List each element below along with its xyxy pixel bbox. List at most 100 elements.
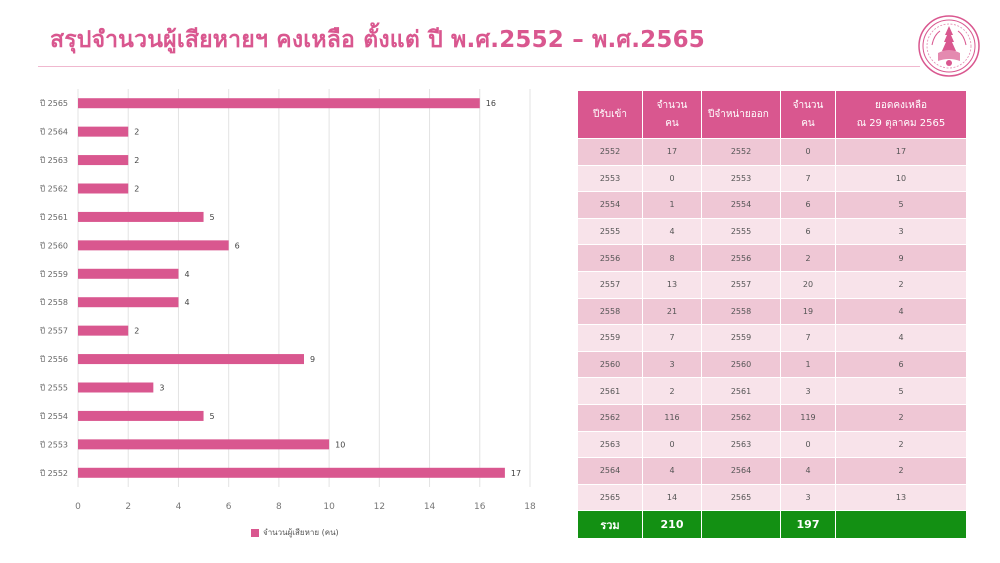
- chart-legend: จำนวนผู้เสียหาย (คน): [251, 526, 339, 539]
- cell-year-in: 2564: [577, 457, 643, 485]
- header-count-in: จำนวนคน: [642, 90, 702, 139]
- data-label: 16: [486, 99, 496, 108]
- header-count-out-line1: จำนวน: [792, 99, 824, 111]
- header-count-in-line1: จำนวน: [656, 99, 688, 111]
- cell-year-out: 2562: [701, 403, 781, 432]
- cell-remain: 6: [835, 350, 967, 379]
- total-empty-2: [835, 510, 967, 540]
- cell-count-out: 7: [780, 164, 836, 193]
- cell-year-out: 2552: [701, 138, 781, 166]
- cell-year-in: 2557: [577, 270, 643, 299]
- cell-year-in: 2562: [577, 403, 643, 432]
- cell-count-in: 7: [642, 324, 702, 352]
- bar-chart: 0 2 4 6 8 10 12 14 16 18 ปี 2565 16 ปี 2564 2 ปี 2563 2…: [39, 89, 536, 512]
- cell-count-in: 21: [642, 297, 702, 326]
- cell-year-out: 2564: [701, 457, 781, 485]
- cell-count-in: 8: [642, 244, 702, 272]
- cell-remain: 5: [835, 191, 967, 219]
- data-label: 3: [159, 384, 164, 393]
- table-row: 2557 13 2557 20 2: [577, 270, 967, 299]
- bar: [78, 155, 129, 166]
- cell-year-in: 2559: [577, 324, 643, 352]
- table-row: 2561 2 2561 3 5: [577, 377, 967, 405]
- cell-count-out: 19: [780, 297, 836, 326]
- bar: [78, 467, 505, 478]
- cell-remain: 9: [835, 244, 967, 272]
- cell-count-in: 116: [642, 403, 702, 432]
- x-tick-label: 8: [276, 502, 282, 512]
- cell-year-in: 2560: [577, 350, 643, 379]
- data-label: 6: [235, 241, 240, 250]
- cell-year-out: 2557: [701, 270, 781, 299]
- category-label: ปี 2556: [39, 355, 68, 364]
- bar: [78, 354, 304, 365]
- bar: [78, 382, 154, 393]
- category-label: ปี 2555: [39, 384, 68, 393]
- table-row: 2562 116 2562 119 2: [577, 403, 967, 432]
- cell-count-out: 20: [780, 270, 836, 299]
- cell-count-in: 2: [642, 377, 702, 405]
- cell-remain: 2: [835, 403, 967, 432]
- cell-year-out: 2563: [701, 430, 781, 459]
- table-row: 2555 4 2555 6 3: [577, 217, 967, 246]
- cell-remain: 13: [835, 483, 967, 512]
- cell-count-out: 0: [780, 138, 836, 166]
- cell-count-in: 17: [642, 138, 702, 166]
- cell-count-in: 14: [642, 483, 702, 512]
- cell-count-out: 2: [780, 244, 836, 272]
- bar: [78, 126, 129, 137]
- data-label: 5: [210, 412, 215, 421]
- cell-count-in: 1: [642, 191, 702, 219]
- category-label: ปี 2554: [39, 412, 68, 421]
- data-label: 9: [310, 355, 315, 364]
- cell-year-in: 2553: [577, 164, 643, 193]
- table-row: 2552 17 2552 0 17: [577, 138, 967, 166]
- royal-seal-icon: [918, 15, 980, 77]
- cell-year-out: 2553: [701, 164, 781, 193]
- cell-count-in: 3: [642, 350, 702, 379]
- category-label: ปี 2558: [39, 298, 68, 307]
- cell-count-out: 1: [780, 350, 836, 379]
- header-remain: ยอดคงเหลือณ 29 ตุลาคม 2565: [835, 90, 967, 139]
- cell-count-in: 0: [642, 164, 702, 193]
- cell-year-in: 2556: [577, 244, 643, 272]
- x-tick-label: 4: [176, 502, 182, 512]
- bar: [78, 297, 179, 308]
- x-tick-label: 6: [226, 502, 232, 512]
- category-label: ปี 2562: [39, 185, 68, 194]
- title-divider: [38, 66, 920, 67]
- bar: [78, 240, 229, 251]
- data-label: 2: [134, 185, 139, 194]
- cell-year-out: 2559: [701, 324, 781, 352]
- header-count-out: จำนวนคน: [780, 90, 836, 139]
- cell-count-out: 7: [780, 324, 836, 352]
- header-count-out-line2: คน: [801, 117, 815, 129]
- x-tick-label: 10: [323, 502, 335, 512]
- cell-remain: 5: [835, 377, 967, 405]
- x-tick-label: 0: [75, 502, 81, 512]
- bar: [78, 325, 129, 336]
- header-remain-line1: ยอดคงเหลือ: [874, 99, 928, 111]
- data-label: 2: [134, 128, 139, 137]
- data-label: 4: [184, 270, 189, 279]
- cell-remain: 2: [835, 457, 967, 485]
- cell-count-out: 119: [780, 403, 836, 432]
- total-label: รวม: [577, 510, 643, 540]
- cell-count-out: 3: [780, 377, 836, 405]
- bar: [78, 183, 129, 194]
- header-year-out: ปีจำหน่ายออก: [701, 90, 781, 139]
- data-label: 17: [511, 469, 521, 478]
- cell-year-in: 2554: [577, 191, 643, 219]
- total-empty-1: [701, 510, 781, 540]
- header-count-in-line2: คน: [665, 117, 679, 129]
- table-row: 2558 21 2558 19 4: [577, 297, 967, 326]
- cell-count-out: 6: [780, 191, 836, 219]
- x-tick-label: 14: [424, 502, 436, 512]
- cell-count-in: 4: [642, 217, 702, 246]
- total-count-out: 197: [780, 510, 836, 540]
- cell-year-in: 2563: [577, 430, 643, 459]
- cell-remain: 4: [835, 324, 967, 352]
- table-body: 2552 17 2552 0 17 2553 0 2553 7 10 2554 1 2554 6 5 2555…: [577, 138, 967, 512]
- cell-count-out: 3: [780, 483, 836, 512]
- total-count-in: 210: [642, 510, 702, 540]
